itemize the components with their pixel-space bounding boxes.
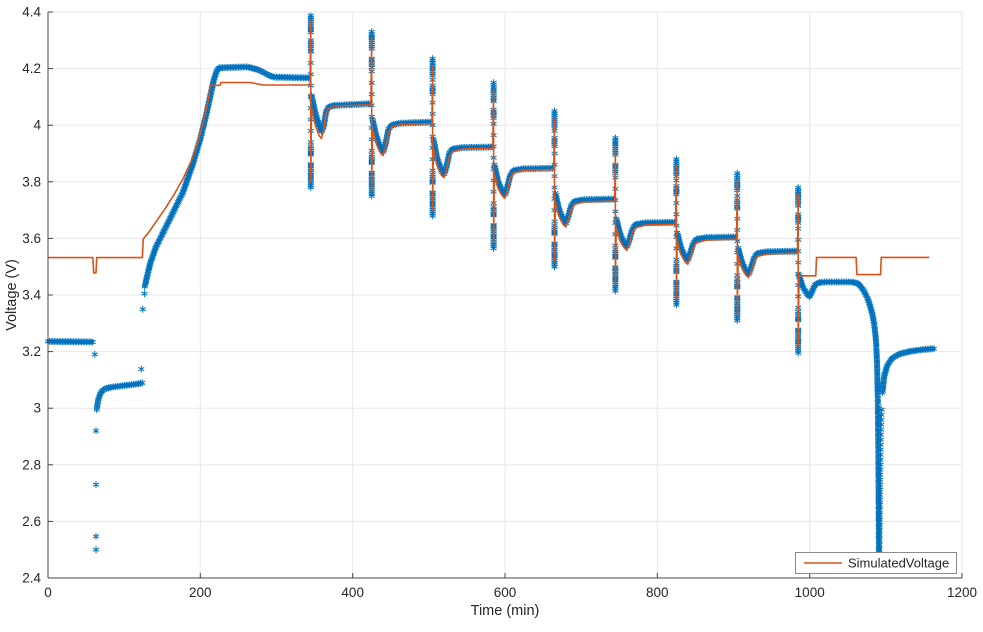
x-tick-label: 400 (341, 585, 364, 600)
y-axis-label: Voltage (V) (4, 259, 20, 331)
x-tick-label: 1200 (947, 585, 977, 600)
x-tick-label: 0 (44, 585, 52, 600)
x-tick-label: 600 (494, 585, 517, 600)
legend-entry-label: SimulatedVoltage (848, 556, 949, 571)
y-tick-label: 3.6 (22, 231, 41, 246)
simulated-voltage-line (48, 19, 930, 347)
y-tick-label: 3 (33, 401, 41, 416)
x-tick-label: 1000 (795, 585, 825, 600)
x-axis-label: Time (min) (471, 603, 540, 619)
y-tick-label: 3.2 (22, 344, 41, 359)
y-tick-label: 3.8 (22, 174, 41, 189)
y-tick-label: 2.8 (22, 457, 41, 472)
y-tick-label: 2.4 (22, 571, 41, 586)
legend-box (795, 552, 957, 574)
y-tick-label: 3.4 (22, 288, 41, 303)
y-tick-label: 2.6 (22, 514, 41, 529)
x-tick-label: 800 (646, 585, 669, 600)
x-tick-label: 200 (189, 585, 212, 600)
y-tick-label: 4.2 (22, 61, 41, 76)
y-tick-label: 4.4 (22, 5, 41, 20)
legend: SimulatedVoltage (795, 552, 957, 574)
y-tick-label: 4 (33, 118, 41, 133)
